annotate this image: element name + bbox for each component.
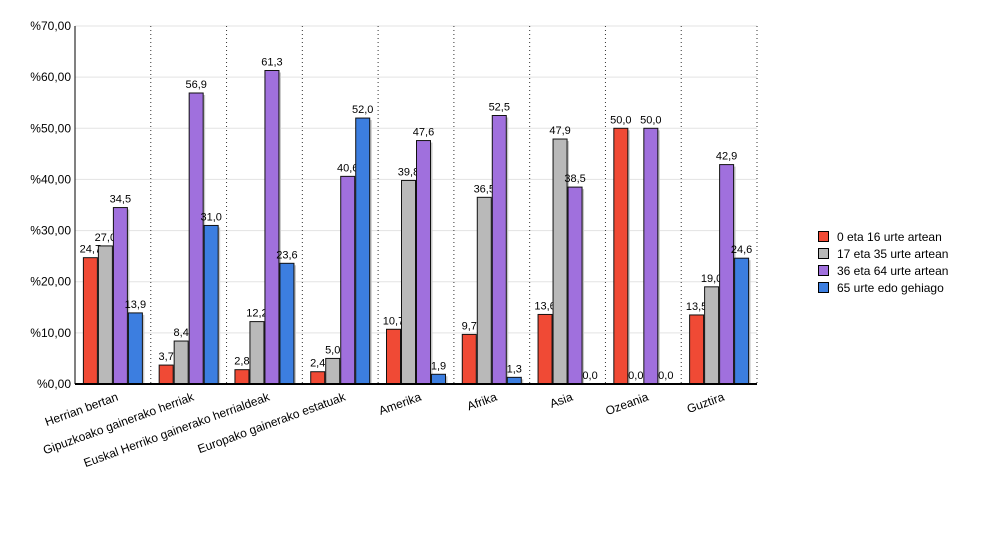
data-label: 13,6 <box>534 300 555 312</box>
data-label: 0,0 <box>628 370 643 382</box>
data-label: 47,9 <box>549 125 570 137</box>
data-label: 52,0 <box>352 104 373 116</box>
x-tick-label: Ozeania <box>604 390 651 419</box>
bar <box>567 186 583 385</box>
y-tick-label: %10,00 <box>30 326 71 340</box>
y-tick-label: %20,00 <box>30 275 71 289</box>
legend-label: 65 urte edo gehiago <box>837 280 944 295</box>
data-label: 40,6 <box>337 162 358 174</box>
data-label: 50,0 <box>640 114 661 126</box>
data-label: 19,0 <box>701 273 722 285</box>
data-label: 56,9 <box>185 79 206 91</box>
x-tick-label: Afrika <box>465 390 499 414</box>
data-label: 12,2 <box>246 308 267 320</box>
data-label: 24,6 <box>731 244 752 256</box>
bar <box>734 257 750 385</box>
bar <box>386 328 401 385</box>
x-tick-label: Guztira <box>685 390 726 416</box>
data-label: 39,8 <box>398 166 419 178</box>
bar <box>279 262 295 385</box>
bar <box>416 140 431 385</box>
bar <box>310 371 326 385</box>
data-label: 0,0 <box>658 370 673 382</box>
data-label: 36,5 <box>474 183 495 195</box>
y-tick-label: %40,00 <box>30 172 71 186</box>
data-label: 1,3 <box>507 363 522 375</box>
bar <box>249 321 265 385</box>
data-label: 61,3 <box>261 56 282 68</box>
bar <box>476 196 492 385</box>
bar <box>234 369 250 385</box>
bar <box>401 179 416 385</box>
data-label: 50,0 <box>610 114 631 126</box>
data-label: 31,0 <box>200 211 221 223</box>
y-tick-label: %70,00 <box>30 19 71 33</box>
data-label: 8,4 <box>174 327 189 339</box>
y-tick-label: %60,00 <box>30 70 71 84</box>
x-tick-label: Europako gainerako estatuak <box>196 389 348 456</box>
bar <box>491 115 507 385</box>
data-label: 47,6 <box>413 127 434 139</box>
bar <box>203 224 219 385</box>
data-label: 5,0 <box>325 344 340 356</box>
data-label: 52,5 <box>489 102 510 114</box>
legend-swatch <box>818 265 829 276</box>
legend-label: 0 eta 16 urte artean <box>837 229 942 244</box>
bar <box>173 340 189 385</box>
data-label: 10,7 <box>383 315 404 327</box>
legend-label: 36 eta 64 urte artean <box>837 263 949 278</box>
bar <box>127 312 143 385</box>
data-label: 13,9 <box>125 299 146 311</box>
bar <box>689 314 705 385</box>
bar <box>112 207 128 385</box>
y-tick-label: %30,00 <box>30 224 71 238</box>
legend-swatch <box>818 231 829 242</box>
bar <box>537 313 553 385</box>
data-label: 23,6 <box>276 249 297 261</box>
bar <box>355 117 371 385</box>
bar <box>158 364 174 385</box>
data-label: 24,7 <box>80 244 101 256</box>
data-label: 34,5 <box>110 194 131 206</box>
bar <box>188 92 204 385</box>
x-tick-label: Amerika <box>377 390 423 418</box>
data-label: 38,5 <box>564 173 585 185</box>
legend-item: 36 eta 64 urte artean <box>818 262 948 279</box>
legend-item: 65 urte edo gehiago <box>818 279 948 296</box>
legend-label: 17 eta 35 urte artean <box>837 246 949 261</box>
bar <box>82 257 98 385</box>
bar <box>719 164 735 385</box>
data-label: 2,4 <box>310 358 325 370</box>
bar <box>643 127 659 385</box>
legend-item: 0 eta 16 urte artean <box>818 228 948 245</box>
data-label: 1,9 <box>431 360 446 372</box>
bar <box>431 373 446 385</box>
chart-legend: 0 eta 16 urte artean 17 eta 35 urte arte… <box>818 228 948 296</box>
bar <box>704 286 720 385</box>
data-label: 27,0 <box>95 232 116 244</box>
data-label: 9,7 <box>462 320 477 332</box>
bar <box>97 245 113 385</box>
data-label: 2,8 <box>234 356 249 368</box>
bar <box>613 127 629 385</box>
y-tick-label: %50,00 <box>30 121 71 135</box>
data-label: 13,5 <box>686 301 707 313</box>
legend-item: 17 eta 35 urte artean <box>818 245 948 262</box>
bar <box>461 333 477 385</box>
x-tick-label: Asia <box>548 390 575 411</box>
legend-swatch <box>818 248 829 259</box>
data-label: 42,9 <box>716 151 737 163</box>
bar <box>340 175 356 385</box>
bar <box>264 69 280 385</box>
data-label: 0,0 <box>582 370 597 382</box>
legend-swatch <box>818 282 829 293</box>
data-label: 3,7 <box>159 351 174 363</box>
bar <box>325 357 341 385</box>
y-tick-label: %0,00 <box>37 377 71 391</box>
